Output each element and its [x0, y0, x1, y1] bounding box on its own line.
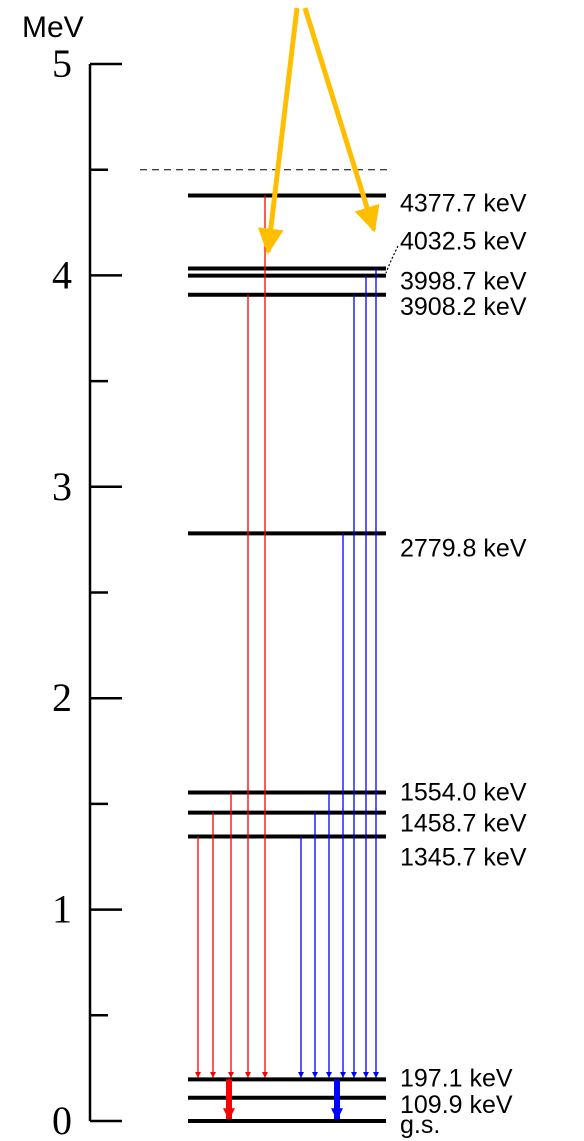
level-label: 1458.7 keV	[400, 810, 527, 838]
tick-label: 3	[52, 464, 72, 509]
tick-label: 2	[52, 675, 72, 720]
level-label: 4032.5 keV	[400, 228, 527, 256]
excitation-arrows	[257, 7, 380, 255]
tick-label: 5	[52, 41, 72, 86]
label-leader-line	[385, 245, 399, 274]
level-label: 109.9 keV	[400, 1091, 513, 1119]
level-label: 3998.7 keV	[400, 268, 527, 296]
level-label: g.s.	[400, 1111, 440, 1139]
tick-label: 1	[52, 887, 72, 932]
axis-ticks: 0 1 2 3 4 5	[52, 41, 122, 1141]
energy-levels	[188, 193, 386, 1123]
tick-label: 0	[52, 1098, 72, 1141]
axis-unit-label: MeV	[22, 11, 84, 44]
level-label: 2779.8 keV	[400, 534, 527, 562]
level-label: 197.1 keV	[400, 1064, 513, 1092]
level-label: 4377.7 keV	[400, 190, 527, 218]
level-label: 1554.0 keV	[400, 778, 527, 806]
excitation-arrow	[302, 7, 380, 233]
red-gamma-cascade	[195, 195, 268, 1121]
level-label: 1345.7 keV	[400, 844, 527, 872]
tick-label: 4	[52, 252, 72, 297]
excitation-arrow	[257, 7, 300, 255]
blue-gamma-cascade	[298, 268, 379, 1121]
level-label: 3908.2 keV	[400, 293, 527, 321]
